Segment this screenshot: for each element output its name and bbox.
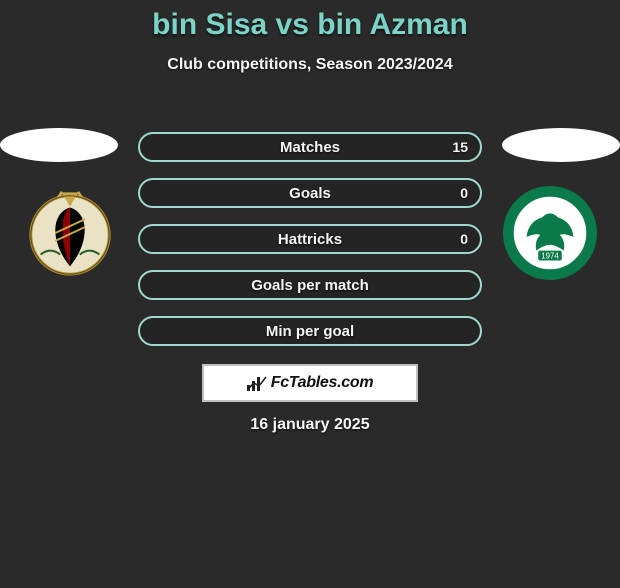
eagle-badge-icon: 1974 bbox=[501, 184, 599, 282]
brand-text: FcTables.com bbox=[271, 374, 374, 392]
stats-panel: Matches 15 Goals 0 Hattricks 0 Goals per… bbox=[138, 132, 482, 362]
bar-chart-icon bbox=[247, 375, 267, 391]
svg-text:1974: 1974 bbox=[541, 251, 559, 260]
stat-label: Hattricks bbox=[278, 231, 342, 248]
stat-label: Goals per match bbox=[251, 277, 369, 294]
stat-value-right: 0 bbox=[460, 231, 468, 247]
shield-icon bbox=[21, 184, 119, 282]
stat-row-matches: Matches 15 bbox=[138, 132, 482, 162]
club-logo-left bbox=[21, 184, 119, 282]
stat-label: Matches bbox=[280, 139, 340, 156]
stat-value-right: 0 bbox=[460, 185, 468, 201]
stat-label: Min per goal bbox=[266, 323, 354, 340]
brand-box[interactable]: FcTables.com bbox=[202, 364, 418, 402]
page-title: bin Sisa vs bin Azman bbox=[0, 8, 620, 42]
subtitle: Club competitions, Season 2023/2024 bbox=[0, 56, 620, 74]
stat-row-hattricks: Hattricks 0 bbox=[138, 224, 482, 254]
stat-row-goals-per-match: Goals per match bbox=[138, 270, 482, 300]
stat-row-goals: Goals 0 bbox=[138, 178, 482, 208]
date-text: 16 january 2025 bbox=[0, 416, 620, 434]
player-photo-left-placeholder bbox=[0, 128, 118, 162]
player-photo-right-placeholder bbox=[502, 128, 620, 162]
stat-value-right: 15 bbox=[452, 139, 468, 155]
club-logo-right: 1974 bbox=[501, 184, 599, 282]
stat-row-min-per-goal: Min per goal bbox=[138, 316, 482, 346]
stat-label: Goals bbox=[289, 185, 331, 202]
